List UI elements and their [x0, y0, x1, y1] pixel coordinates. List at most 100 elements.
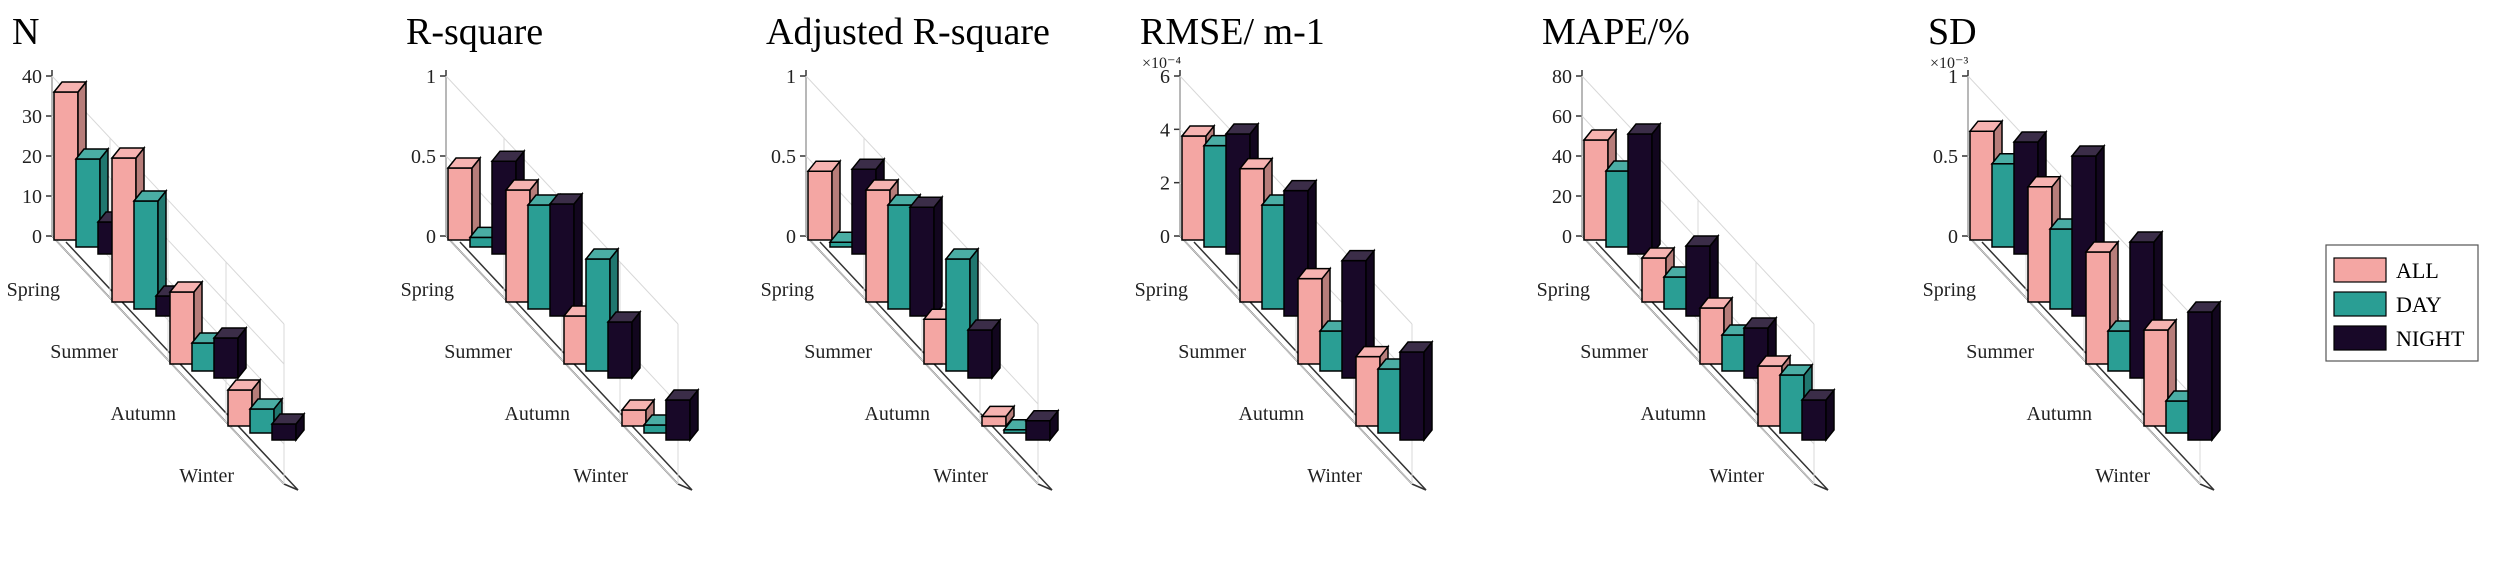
axis-multiplier: ×10⁻⁴ [1142, 55, 1181, 72]
category-label-autumn: Autumn [2026, 403, 2092, 425]
bar-all-winter [980, 404, 1016, 429]
bar-night-winter [1398, 339, 1434, 443]
y-tick-label: 1 [426, 66, 436, 88]
floor-edge-end [1411, 483, 1427, 491]
y-tick-label: 1 [786, 66, 796, 88]
category-label-summer: Summer [1966, 341, 2034, 363]
floor-edge [1193, 241, 1427, 491]
floor-edge [65, 241, 299, 491]
bar-day-winter [1778, 362, 1814, 436]
category-label-winter: Winter [1709, 465, 1764, 487]
chart-title: R-square [406, 11, 543, 53]
y-tick-label: 0 [1562, 226, 1572, 248]
y-tick-label: 0.5 [1933, 146, 1958, 168]
category-label-spring: Spring [761, 279, 814, 301]
chart-panel-6: SD ×10⁻³ 0 0.5 1 Spring Summer Autumn Winter [1923, 11, 2222, 491]
legend-swatch-night [2333, 325, 2387, 351]
y-tick-label: 10 [22, 186, 42, 208]
bar-all-autumn [168, 279, 204, 367]
floor-edge [459, 241, 693, 491]
bar-day-autumn [944, 246, 980, 374]
y-tick-label: 60 [1552, 106, 1572, 128]
chart-panel-2: R-square 0 0.5 1 Spring Summer Autumn Winter [401, 11, 700, 491]
floor-edge-end [1813, 483, 1829, 491]
category-label-summer: Summer [804, 341, 872, 363]
y-tick-label: 0.5 [771, 146, 796, 168]
category-label-spring: Spring [401, 279, 454, 301]
category-label-spring: Spring [1135, 279, 1188, 301]
category-label-spring: Spring [7, 279, 60, 301]
y-tick-label: 30 [22, 106, 42, 128]
y-tick-label: 0 [1948, 226, 1958, 248]
category-label-summer: Summer [1178, 341, 1246, 363]
floor-edge [1981, 241, 2215, 491]
legend-label-night: NIGHT [2396, 326, 2465, 351]
bar-night-autumn [2128, 229, 2164, 381]
y-tick-label: 0.5 [411, 146, 436, 168]
floor-edge-end [1037, 483, 1053, 491]
category-label-winter: Winter [1307, 465, 1362, 487]
bar-all-spring [446, 155, 482, 243]
legend: ALL DAY NIGHT [2325, 244, 2479, 362]
y-tick-label: 6 [1160, 66, 1170, 88]
bar-day-summer [132, 188, 168, 312]
legend-label-all: ALL [2396, 258, 2439, 283]
chart-title: N [12, 11, 39, 53]
category-label-summer: Summer [1580, 341, 1648, 363]
y-tick-label: 40 [22, 66, 42, 88]
chart-title: MAPE/% [1542, 11, 1690, 53]
chart-panel-3: Adjusted R-square 0 0.5 1 Spring Summer Autumn… [761, 11, 1060, 491]
bar-all-winter [620, 397, 656, 429]
chart-panel-4: RMSE/ m-1 ×10⁻⁴ 0 2 4 6 Spring Summer Autumn Wint… [1135, 11, 1434, 491]
y-tick-label: 0 [426, 226, 436, 248]
category-label-spring: Spring [1923, 279, 1976, 301]
category-label-winter: Winter [933, 465, 988, 487]
legend-swatch-all [2333, 257, 2387, 283]
category-label-summer: Summer [50, 341, 118, 363]
legend-swatch-day [2333, 291, 2387, 317]
category-label-winter: Winter [573, 465, 628, 487]
bar-night-winter [1800, 387, 1836, 443]
category-label-autumn: Autumn [504, 403, 570, 425]
bar-night-autumn [212, 325, 248, 381]
chart-panel-1: N 0 10 20 30 40 Spring Summer Autumn Winter [7, 11, 306, 491]
bar-night-winter [270, 411, 306, 443]
category-label-autumn: Autumn [1640, 403, 1706, 425]
category-label-autumn: Autumn [864, 403, 930, 425]
y-tick-label: 40 [1552, 146, 1572, 168]
bar-night-winter [1024, 408, 1060, 443]
axis-multiplier: ×10⁻³ [1930, 55, 1968, 72]
category-label-autumn: Autumn [1238, 403, 1304, 425]
floor-edge [819, 241, 1053, 491]
y-tick-label: 1 [1948, 66, 1958, 88]
chart-title: Adjusted R-square [766, 11, 1050, 53]
floor-edge [1595, 241, 1829, 491]
category-label-winter: Winter [2095, 465, 2150, 487]
chart-title: RMSE/ m-1 [1140, 11, 1325, 53]
y-tick-label: 4 [1160, 119, 1170, 141]
floor-edge-end [677, 483, 693, 491]
y-tick-label: 20 [22, 146, 42, 168]
floor-edge-end [283, 483, 299, 491]
bar-night-summer [908, 195, 944, 319]
y-tick-label: 2 [1160, 173, 1170, 195]
charts-group: N010203040SpringSummerAutumnWinterR-squa… [7, 11, 2222, 491]
bar-night-winter [2186, 299, 2222, 443]
category-label-autumn: Autumn [110, 403, 176, 425]
y-tick-label: 80 [1552, 66, 1572, 88]
bar-night-spring [1626, 121, 1662, 257]
chart-title: SD [1928, 11, 1977, 53]
y-tick-label: 0 [1160, 226, 1170, 248]
floor-edge-end [2199, 483, 2215, 491]
category-label-winter: Winter [179, 465, 234, 487]
bar-night-autumn [606, 309, 642, 381]
bar-night-winter [664, 387, 700, 443]
chart-panel-5: MAPE/% 0 20 40 60 80 Spring Summer Autumn Winter [1537, 11, 1836, 491]
bar-all-spring [806, 159, 842, 243]
category-label-spring: Spring [1537, 279, 1590, 301]
y-tick-label: 0 [32, 226, 42, 248]
bar-night-autumn [966, 317, 1002, 381]
y-tick-label: 20 [1552, 186, 1572, 208]
legend-label-day: DAY [2396, 292, 2442, 317]
